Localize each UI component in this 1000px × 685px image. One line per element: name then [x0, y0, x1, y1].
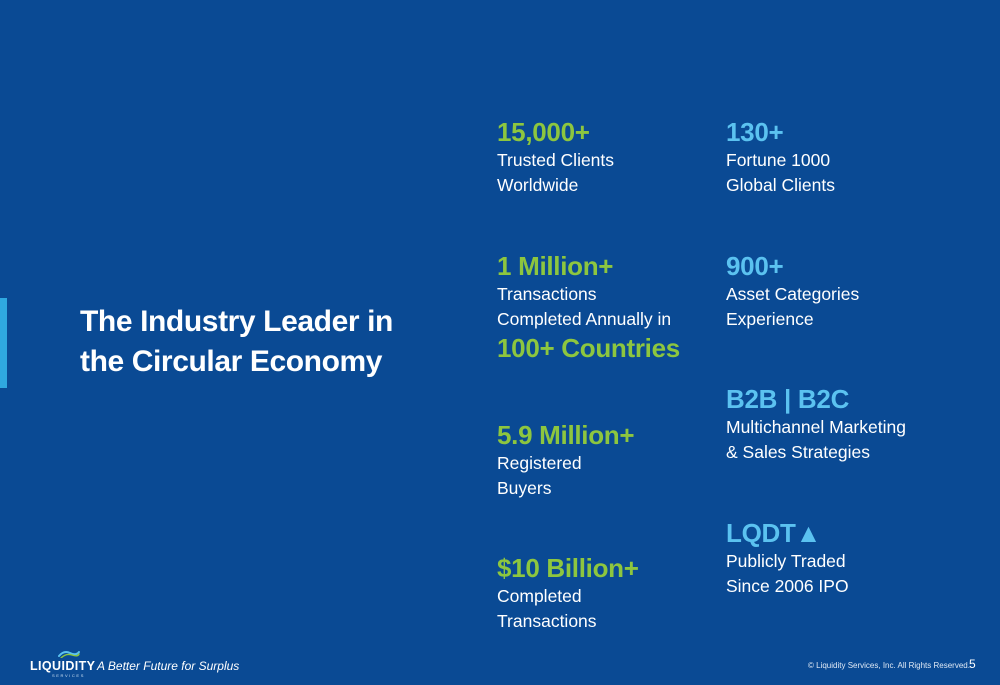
stat-label-line-1: Fortune 1000 [726, 150, 831, 170]
stat-label-line-1: Registered [497, 453, 582, 473]
stat-fortune-1000: 130+ Fortune 1000 Global Clients [726, 117, 966, 197]
wave-logo-icon [58, 651, 80, 658]
stat-label-line-1: Trusted Clients [497, 150, 615, 170]
slide-headline: The Industry Leader in the Circular Econ… [80, 302, 440, 382]
stat-label-line-1: Multichannel Marketing [726, 417, 906, 437]
stat-label-line-2: Transactions [497, 610, 597, 631]
stat-value: 1 Million+ [497, 251, 614, 281]
stat-label-line-1: Completed [497, 586, 582, 606]
stat-label-line-1: Asset Categories [726, 284, 860, 304]
stat-label-line-2: Completed Annually in [497, 308, 672, 329]
stat-value: LQDT▲ [726, 518, 821, 548]
stat-label-line-1: Publicly Traded [726, 551, 846, 571]
stat-label-line-2: Worldwide [497, 174, 579, 195]
footer-tagline: A Better Future for Surplus [97, 659, 240, 673]
stat-completed-transactions: $10 Billion+ Completed Transactions [497, 553, 737, 633]
stat-value: 5.9 Million+ [497, 420, 635, 450]
stat-label-line-2: Experience [726, 308, 814, 329]
page-number: 5 [969, 657, 976, 671]
stat-value: 15,000+ [497, 117, 590, 147]
stat-label-line-1: Transactions [497, 284, 597, 304]
stat-trusted-clients: 15,000+ Trusted Clients Worldwide [497, 117, 737, 197]
stat-label-line-2: & Sales Strategies [726, 441, 870, 462]
stat-transactions: 1 Million+ Transactions Completed Annual… [497, 251, 737, 363]
footer-copyright: © Liquidity Services, Inc. All Rights Re… [808, 661, 970, 670]
headline-line-1: The Industry Leader in [80, 305, 393, 338]
stat-value: 900+ [726, 251, 784, 281]
stat-label-line-2: Global Clients [726, 174, 835, 195]
stat-value: B2B | B2C [726, 384, 850, 414]
headline-line-2: the Circular Economy [80, 345, 383, 378]
logo-subtext: SERVICES [52, 673, 85, 678]
stat-b2b-b2c: B2B | B2C Multichannel Marketing & Sales… [726, 384, 966, 464]
stat-countries-value: 100+ Countries [497, 333, 680, 363]
stat-lqdt: LQDT▲ Publicly Traded Since 2006 IPO [726, 518, 966, 598]
stat-value: 130+ [726, 117, 784, 147]
stat-registered-buyers: 5.9 Million+ Registered Buyers [497, 420, 737, 500]
stat-label-line-2: Since 2006 IPO [726, 575, 849, 596]
stat-label-line-2: Buyers [497, 477, 552, 498]
accent-bar [0, 298, 7, 388]
logo-text: LIQUIDITY [30, 659, 96, 673]
stat-asset-categories: 900+ Asset Categories Experience [726, 251, 966, 331]
stat-value: $10 Billion+ [497, 553, 639, 583]
